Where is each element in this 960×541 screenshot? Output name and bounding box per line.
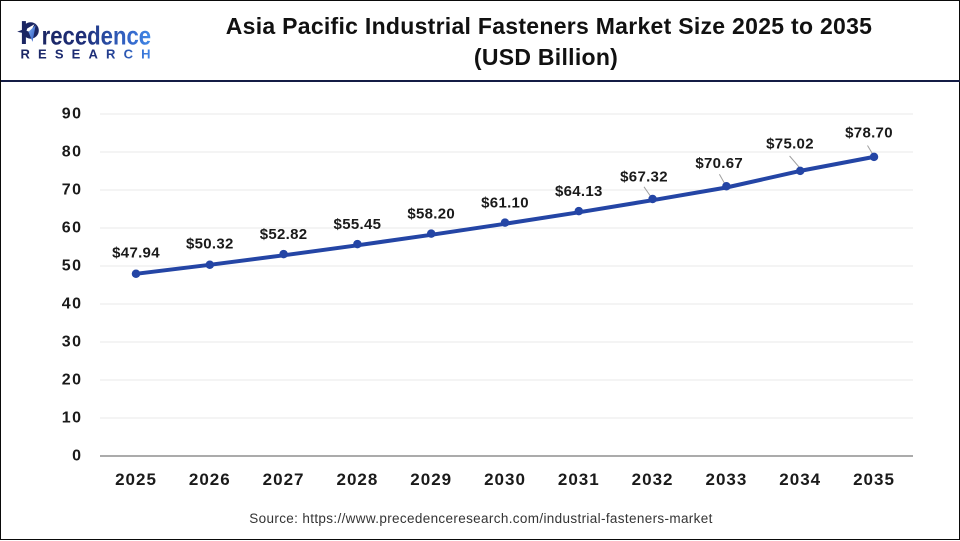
svg-text:2027: 2027 bbox=[263, 470, 305, 489]
svg-text:$75.02: $75.02 bbox=[766, 136, 814, 153]
svg-text:$55.45: $55.45 bbox=[334, 216, 382, 233]
svg-text:2032: 2032 bbox=[632, 470, 674, 489]
svg-text:$50.32: $50.32 bbox=[186, 236, 234, 253]
svg-text:2035: 2035 bbox=[853, 470, 895, 489]
svg-text:$78.70: $78.70 bbox=[845, 125, 893, 142]
svg-text:70: 70 bbox=[62, 181, 83, 198]
svg-text:2031: 2031 bbox=[558, 470, 600, 489]
svg-text:2025: 2025 bbox=[115, 470, 157, 489]
svg-text:2030: 2030 bbox=[484, 470, 526, 489]
svg-text:recedence: recedence bbox=[42, 21, 152, 51]
svg-text:2029: 2029 bbox=[410, 470, 452, 489]
svg-text:50: 50 bbox=[62, 257, 83, 274]
svg-text:2028: 2028 bbox=[336, 470, 378, 489]
svg-text:20: 20 bbox=[62, 371, 83, 388]
svg-text:$52.82: $52.82 bbox=[260, 226, 308, 243]
svg-text:90: 90 bbox=[62, 105, 83, 122]
svg-text:$61.10: $61.10 bbox=[481, 195, 529, 212]
svg-text:0: 0 bbox=[72, 447, 82, 464]
svg-text:$70.67: $70.67 bbox=[695, 155, 743, 172]
svg-text:30: 30 bbox=[62, 333, 83, 350]
svg-text:2034: 2034 bbox=[779, 470, 821, 489]
svg-text:$47.94: $47.94 bbox=[112, 245, 160, 262]
svg-text:60: 60 bbox=[62, 219, 83, 236]
svg-text:80: 80 bbox=[62, 143, 83, 160]
svg-text:2033: 2033 bbox=[705, 470, 747, 489]
svg-text:$64.13: $64.13 bbox=[555, 183, 603, 200]
svg-text:$58.20: $58.20 bbox=[407, 206, 455, 223]
svg-text:$67.32: $67.32 bbox=[620, 168, 668, 185]
svg-text:40: 40 bbox=[62, 295, 83, 312]
svg-text:2026: 2026 bbox=[189, 470, 231, 489]
svg-text:10: 10 bbox=[62, 409, 83, 426]
